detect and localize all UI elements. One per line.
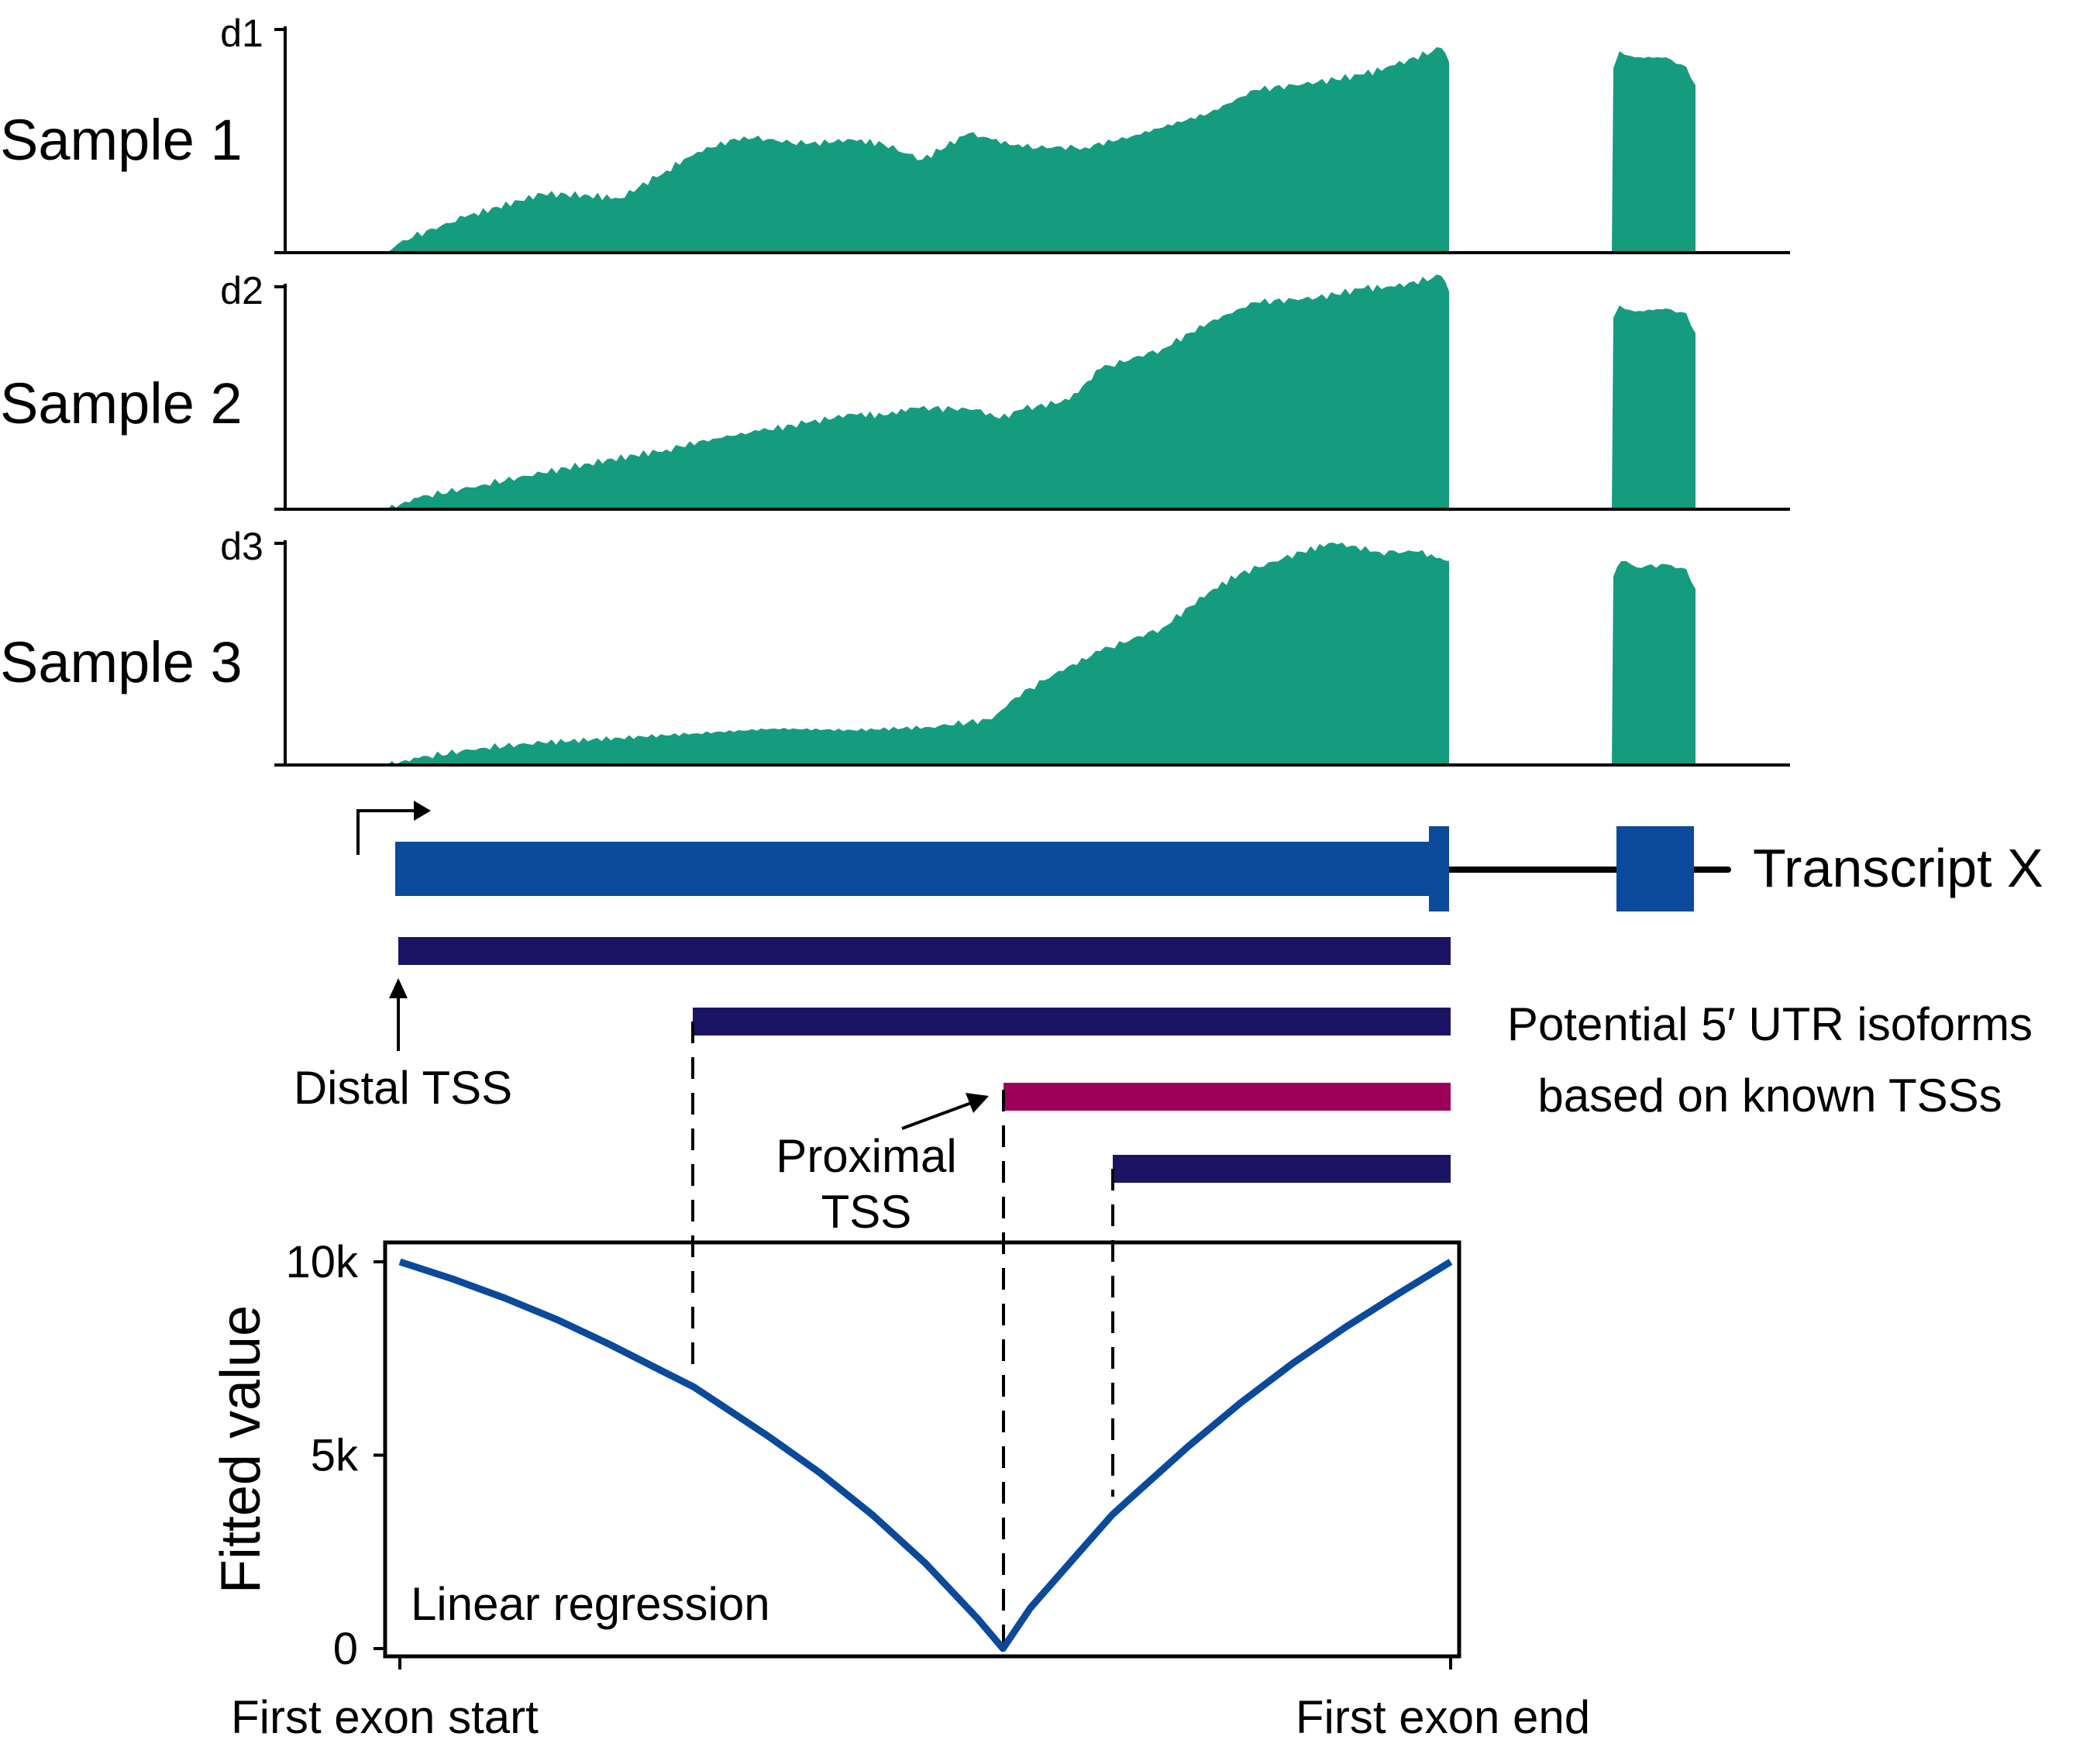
transcript-model: Transcript X [356, 801, 2043, 911]
y-axis-label: Fitted value [210, 1305, 272, 1594]
transcript-label: Transcript X [1753, 838, 2043, 898]
second-exon [1616, 826, 1694, 911]
regression-annotation: Linear regression [411, 1578, 770, 1630]
proximal-arrow-shaft [901, 1101, 974, 1130]
track-max-label-1: d1 [220, 12, 263, 55]
regression-chart: Linear regression 0 5k 10k First exon star… [210, 1237, 1590, 1743]
y-tick-label: 5k [311, 1431, 359, 1481]
coverage-exon2-area-1 [1612, 51, 1695, 253]
distal-tss-label: Distal TSS [294, 1062, 512, 1114]
coverage-area-2 [387, 274, 1449, 509]
coverage-exon2-area-3 [1612, 561, 1695, 765]
plot-frame [383, 1240, 1461, 1659]
y-tick-label: 0 [333, 1624, 358, 1674]
coverage-track-1: d1 Sample 1 [0, 12, 1790, 254]
isoforms-label-line1: Potential 5′ UTR isoforms [1507, 998, 2033, 1050]
intron-end-cap [1725, 867, 1731, 873]
coverage-area-1 [387, 47, 1449, 253]
track-sample-label-3: Sample 3 [0, 630, 243, 694]
proximal-arrowhead-icon [966, 1093, 989, 1113]
isoform-bar-proximal [1004, 1083, 1451, 1111]
fitted-curve-line [398, 1258, 1453, 1652]
coverage-track-3: d3 Sample 3 [0, 525, 1790, 767]
isoform-bar-distal [398, 937, 1451, 965]
proximal-tss-label-line1: Proximal [776, 1130, 956, 1182]
track-sample-label-2: Sample 2 [0, 371, 243, 436]
y-tick-label: 10k [285, 1237, 359, 1287]
coverage-area-3 [387, 543, 1449, 765]
tss-arrowhead-icon [414, 801, 431, 821]
track-max-label-3: d3 [220, 525, 263, 568]
distal-arrowhead-icon [389, 978, 408, 998]
first-exon-cds [395, 842, 1429, 896]
track-max-label-2: d2 [220, 269, 263, 312]
isoforms-label-line2: based on known TSSs [1537, 1070, 2002, 1122]
x-axis-ticks: First exon start First exon end [231, 1656, 1590, 1743]
x-tick-label: First exon end [1296, 1691, 1590, 1743]
coverage-exon2-area-2 [1612, 305, 1695, 509]
x-tick-label: First exon start [231, 1691, 539, 1743]
tss-arrow-icon [356, 809, 418, 855]
coverage-track-2: d2 Sample 2 [0, 269, 1790, 511]
track-sample-label-1: Sample 1 [0, 108, 243, 172]
isoform-bars: Distal TSS Proximal TSS Potential 5′ UTR… [294, 937, 2033, 1643]
proximal-tss-label-line2: TSS [821, 1186, 912, 1238]
first-exon-utr [1429, 826, 1449, 911]
y-axis-ticks: 0 5k 10k [285, 1237, 385, 1674]
isoform-bar-4 [1113, 1155, 1451, 1183]
isoform-bar-2 [693, 1008, 1451, 1035]
